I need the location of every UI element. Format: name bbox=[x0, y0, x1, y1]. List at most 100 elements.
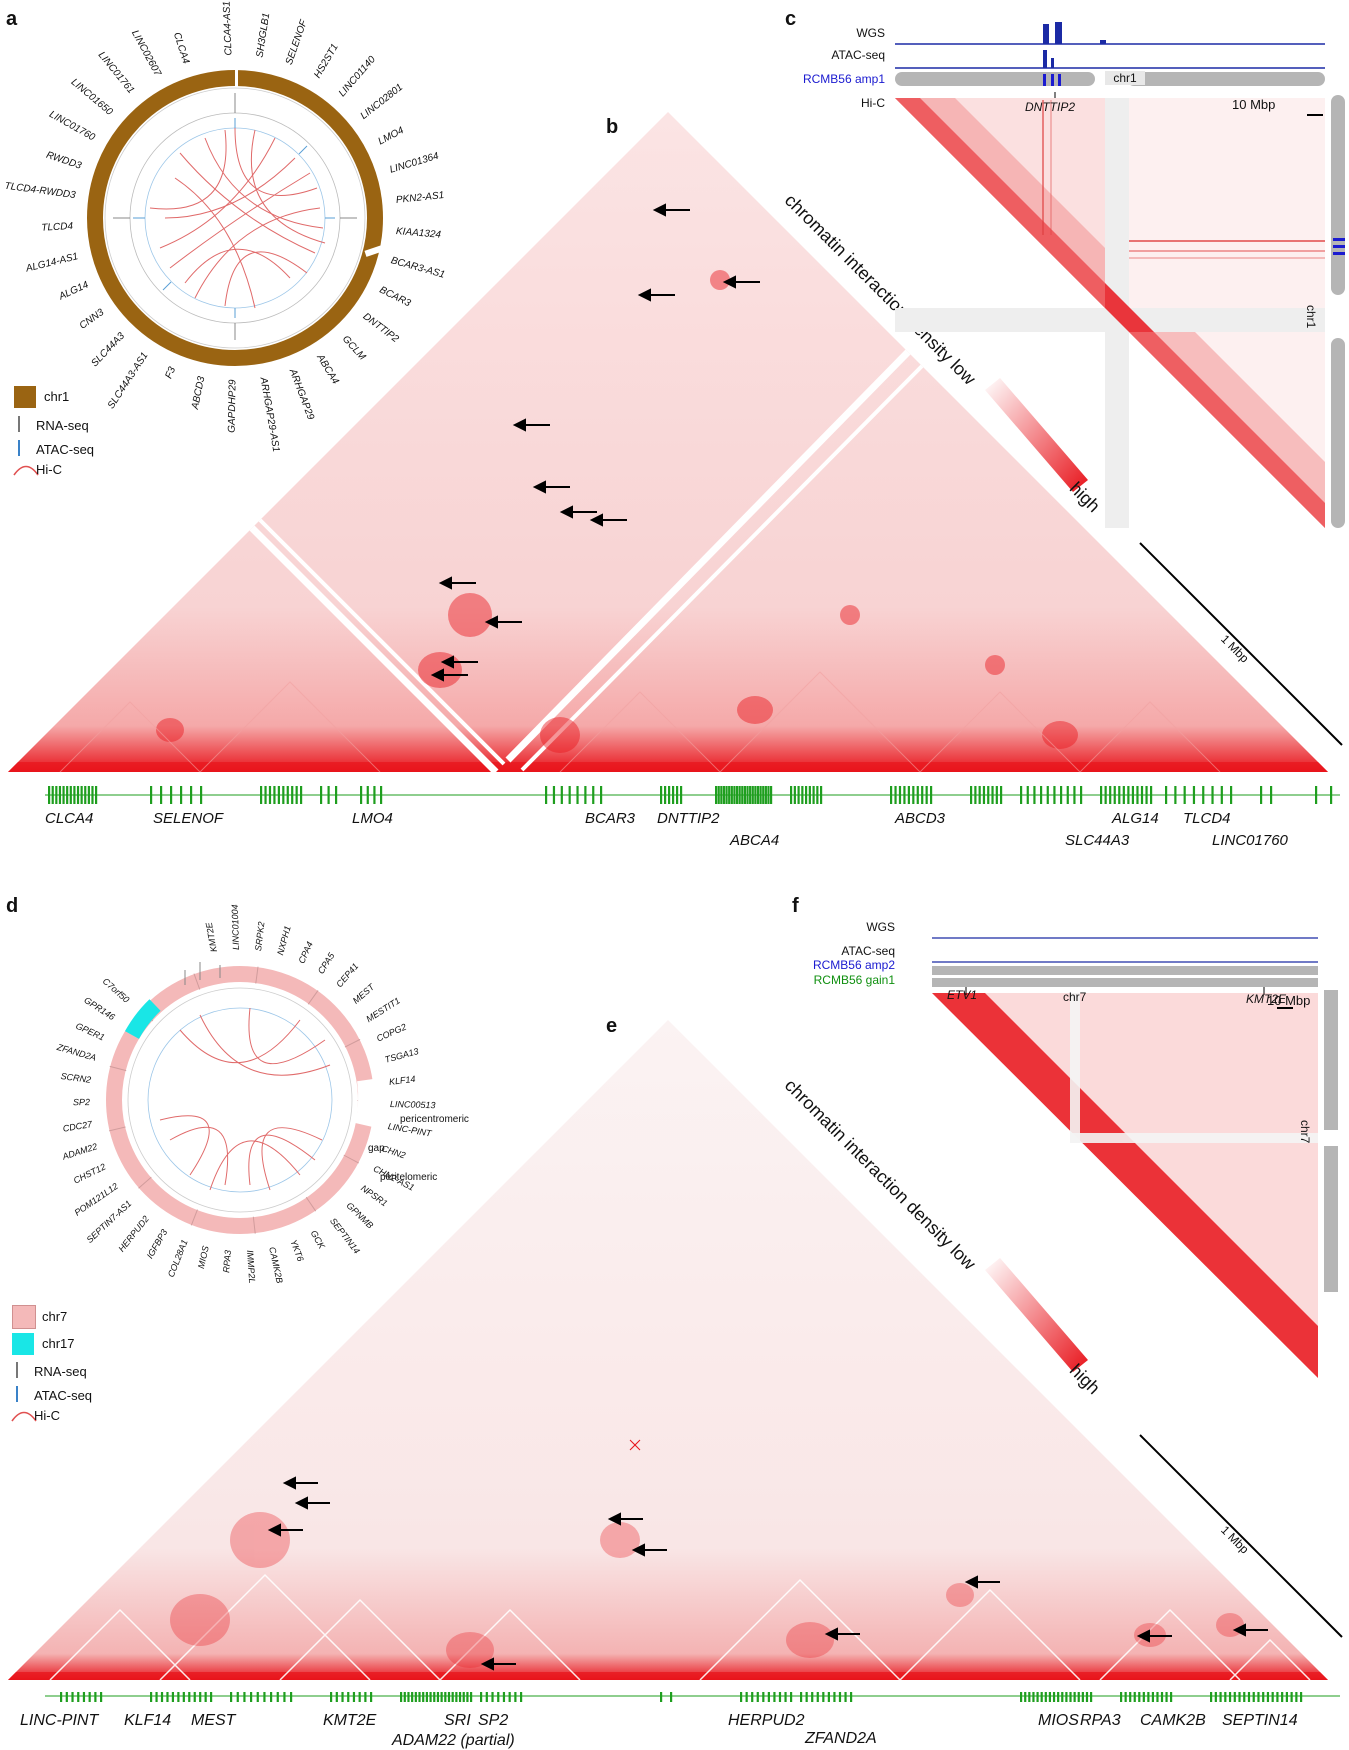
exon-mark bbox=[1090, 1692, 1093, 1702]
legend-atacseq-icon bbox=[18, 440, 20, 456]
exon-mark bbox=[422, 1692, 425, 1702]
exon-mark bbox=[1247, 1692, 1251, 1702]
gene-label-f-etv1: ETV1 bbox=[947, 988, 978, 1002]
gene-label-f-kmt2e: KMT2E bbox=[1246, 992, 1287, 1006]
exon-mark bbox=[1124, 1692, 1127, 1702]
exon-mark bbox=[273, 786, 276, 804]
exon-mark bbox=[69, 786, 72, 804]
exon-mark bbox=[790, 786, 793, 804]
legend-hic: Hi-C bbox=[36, 462, 62, 477]
gene-bars-e bbox=[60, 1692, 1303, 1702]
exon-mark bbox=[822, 1692, 825, 1702]
circos-label-pericentromeric: pericentromeric bbox=[400, 1114, 469, 1125]
gene-label-abca4: ABCA4 bbox=[730, 832, 780, 849]
exon-mark bbox=[100, 1692, 103, 1702]
exon-mark bbox=[756, 1692, 759, 1702]
exon-mark bbox=[455, 1692, 458, 1702]
chrom-label-f-top: chr7 bbox=[1063, 990, 1087, 1004]
exon-mark bbox=[1233, 1692, 1236, 1702]
panel-letter-a: a bbox=[6, 8, 18, 30]
exon-mark bbox=[470, 1692, 473, 1702]
exon-mark bbox=[260, 786, 263, 804]
exon-mark bbox=[801, 786, 804, 804]
exon-mark bbox=[756, 786, 760, 804]
exon-mark bbox=[746, 786, 749, 804]
exon-mark bbox=[741, 786, 744, 804]
scale-label-f: 10 Mbp bbox=[1267, 993, 1311, 1008]
exon-mark bbox=[282, 786, 285, 804]
gene-label-bcar3: BCAR3 bbox=[585, 810, 636, 827]
exon-mark bbox=[838, 1692, 842, 1702]
exon-mark bbox=[440, 1692, 443, 1702]
exon-mark bbox=[62, 786, 65, 804]
gene-label-selenof: SELENOF bbox=[153, 810, 224, 827]
exon-mark bbox=[335, 786, 338, 804]
exon-mark bbox=[1127, 786, 1130, 804]
exon-mark bbox=[805, 1692, 808, 1702]
exon-mark bbox=[270, 1692, 273, 1702]
exon-mark bbox=[1073, 1692, 1076, 1702]
exon-mark bbox=[762, 786, 765, 804]
exon-mark bbox=[1065, 1692, 1068, 1702]
exon-mark bbox=[1131, 786, 1135, 804]
gene-label-clca4: CLCA4 bbox=[45, 810, 94, 827]
exon-mark bbox=[912, 786, 915, 804]
exon-mark bbox=[1151, 1692, 1155, 1702]
gene-label-lmo4: LMO4 bbox=[352, 810, 393, 827]
exon-mark bbox=[230, 1692, 233, 1702]
circos-label-peritelomeric: peritelomeric bbox=[380, 1172, 438, 1183]
exon-mark bbox=[921, 786, 924, 804]
exon-mark bbox=[1330, 786, 1333, 804]
tracks-f bbox=[932, 937, 1338, 1378]
exon-mark bbox=[1262, 1692, 1265, 1702]
exon-mark bbox=[1243, 1692, 1246, 1702]
exon-mark bbox=[335, 1692, 338, 1702]
exon-mark bbox=[1266, 1692, 1270, 1702]
exon-mark bbox=[66, 786, 69, 804]
exon-mark bbox=[166, 1692, 169, 1702]
exon-mark bbox=[722, 786, 726, 804]
exon-mark bbox=[850, 1692, 853, 1702]
exon-mark bbox=[277, 786, 280, 804]
exon-mark bbox=[735, 786, 739, 804]
gene-label-alg14: ALG14 bbox=[1112, 810, 1159, 827]
exon-mark bbox=[364, 1692, 367, 1702]
panel-letter-e: e bbox=[606, 1015, 618, 1037]
exon-mark bbox=[87, 786, 90, 804]
exon-mark bbox=[812, 786, 815, 804]
legend-rnaseq: RNA-seq bbox=[36, 418, 89, 433]
arrows-e bbox=[267, 1476, 1268, 1671]
exon-mark bbox=[745, 1692, 748, 1702]
exon-mark bbox=[728, 786, 731, 804]
exon-mark bbox=[1210, 1692, 1213, 1702]
exon-mark bbox=[1036, 1692, 1039, 1702]
exon-mark bbox=[48, 786, 51, 804]
exon-mark bbox=[751, 1692, 754, 1702]
exon-mark bbox=[1113, 786, 1116, 804]
exon-mark bbox=[330, 1692, 333, 1702]
chrom-label-c-top: chr1 bbox=[1105, 71, 1145, 85]
exon-mark bbox=[672, 786, 675, 804]
exon-mark bbox=[177, 1692, 180, 1702]
exon-mark bbox=[71, 1692, 74, 1702]
legend-hic-d: Hi-C bbox=[34, 1408, 60, 1423]
exon-mark bbox=[263, 1692, 266, 1702]
track-label-atac-f: ATAC-seq bbox=[841, 944, 895, 958]
exon-mark bbox=[811, 1692, 814, 1702]
exon-mark bbox=[925, 786, 928, 804]
exon-mark bbox=[1140, 786, 1144, 804]
exon-mark bbox=[1138, 1692, 1141, 1702]
exon-mark bbox=[268, 786, 272, 804]
exon-mark bbox=[73, 786, 76, 804]
exon-mark bbox=[600, 786, 603, 804]
legend-atacseq-icon-d bbox=[16, 1386, 18, 1402]
exon-mark bbox=[407, 1692, 410, 1702]
exon-mark bbox=[1230, 786, 1233, 804]
exon-mark bbox=[890, 786, 893, 804]
track-label-atac-c: ATAC-seq bbox=[831, 48, 885, 62]
exon-mark bbox=[1122, 786, 1125, 804]
exon-mark bbox=[76, 786, 80, 804]
exon-mark bbox=[1150, 786, 1153, 804]
exon-mark bbox=[1129, 1692, 1132, 1702]
exon-mark bbox=[1174, 786, 1177, 804]
